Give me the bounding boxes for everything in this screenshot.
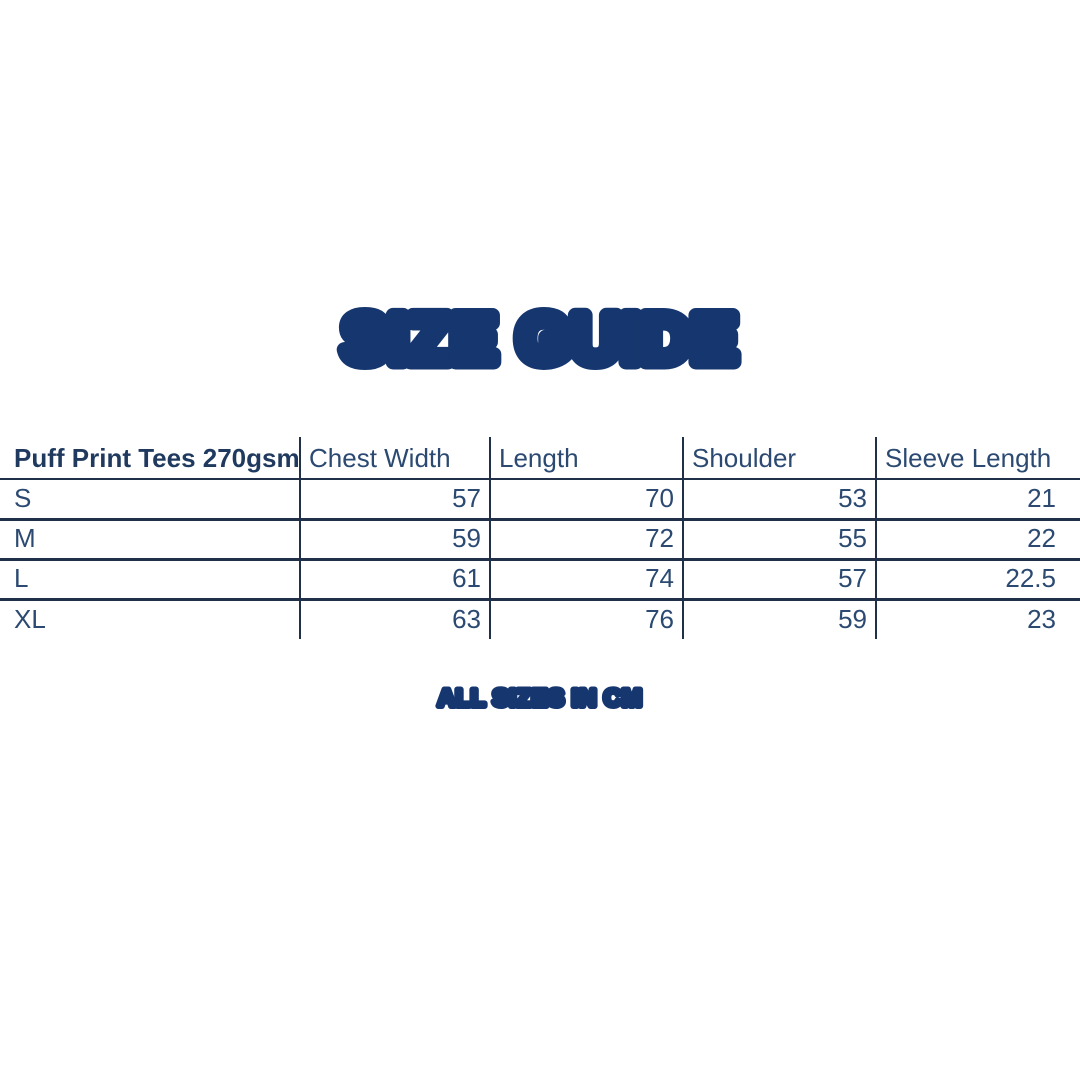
cell-size: XL <box>14 604 46 635</box>
cell-shoulder: 53 <box>682 479 876 521</box>
header-chest-width: Chest Width <box>299 437 490 480</box>
cell-sleeve-length: 23 <box>875 599 1080 639</box>
cell-sleeve-length: 22 <box>875 519 1080 561</box>
cell-chest-width: 61 <box>299 559 490 601</box>
size-table-container: Puff Print Tees 270gsm Chest Width Lengt… <box>0 437 1080 639</box>
cell-chest-width: 59 <box>299 519 490 561</box>
cell-length: 76 <box>489 599 683 639</box>
cell-chest-width: 63 <box>299 599 490 639</box>
header-sleeve-length: Sleeve Length <box>875 437 1080 480</box>
footnote-graphic: ALL SIZES IN CM <box>435 682 645 715</box>
cell-size: S <box>0 479 300 521</box>
page-title: SIZE GUIDE <box>342 301 737 377</box>
cell-size: L <box>0 559 300 601</box>
cell-length: 74 <box>489 559 683 601</box>
table-row-xl: XL 63 76 59 23 <box>0 599 1080 639</box>
size-table: Puff Print Tees 270gsm Chest Width Lengt… <box>0 437 1080 639</box>
cell-sleeve-length: 22.5 <box>875 559 1080 601</box>
cell-shoulder: 59 <box>682 599 876 639</box>
table-row-l: L 61 74 57 22.5 <box>0 559 1080 601</box>
page-title-graphic: SIZE GUIDE <box>335 294 744 383</box>
cell-size: M <box>0 519 300 561</box>
cell-shoulder: 55 <box>682 519 876 561</box>
cell-shoulder: 57 <box>682 559 876 601</box>
table-row-m: M 59 72 55 22 <box>0 519 1080 561</box>
table-header-row: Puff Print Tees 270gsm Chest Width Lengt… <box>0 437 1080 480</box>
footnote-text: ALL SIZES IN CM <box>438 685 642 712</box>
table-row-s: S 57 70 53 21 <box>0 479 1080 521</box>
cell-chest-width: 57 <box>299 479 490 521</box>
header-product-label: Puff Print Tees 270gsm <box>0 437 300 480</box>
header-length: Length <box>489 437 683 480</box>
cell-length: 72 <box>489 519 683 561</box>
header-shoulder: Shoulder <box>682 437 876 480</box>
cell-length: 70 <box>489 479 683 521</box>
cell-sleeve-length: 21 <box>875 479 1080 521</box>
